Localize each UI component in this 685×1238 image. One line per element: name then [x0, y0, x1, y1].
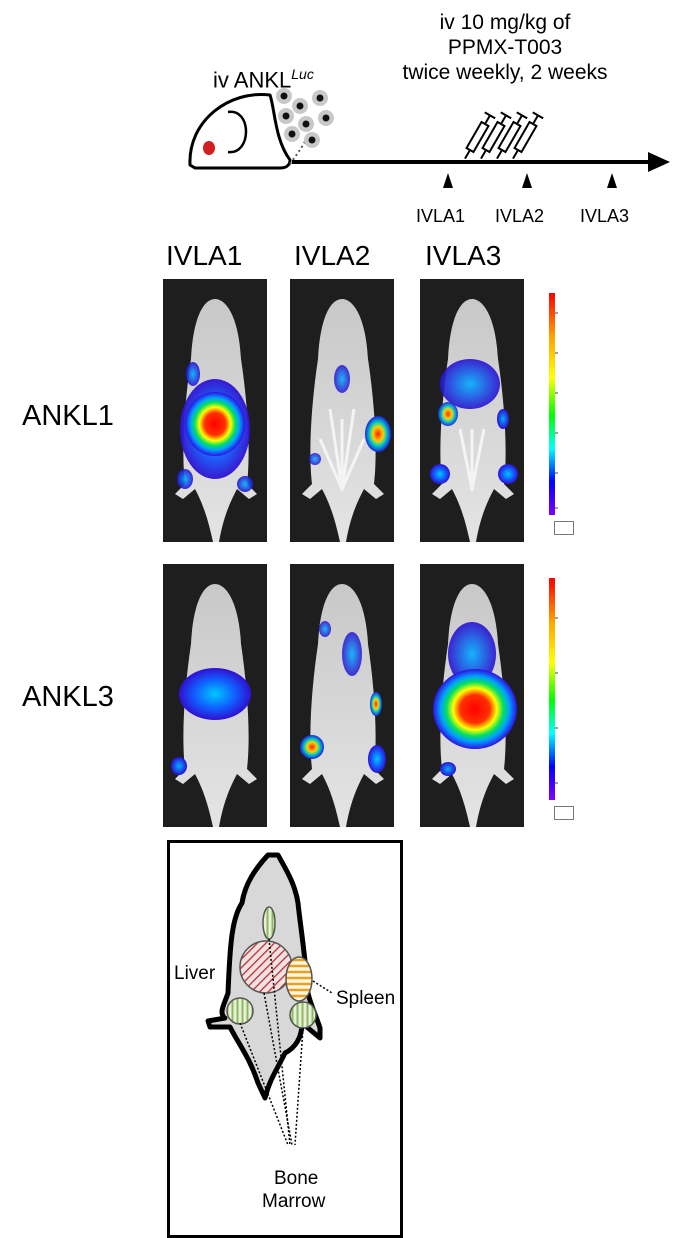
cells-icon [276, 88, 334, 148]
dose-line-3: twice weekly, 2 weeks [402, 61, 608, 84]
image-ankl1-ivla2 [290, 279, 394, 542]
injection-label-text: iv ANKL [213, 67, 292, 93]
timepoint-marker-1 [443, 173, 453, 188]
colorbar-ankl1 [548, 285, 574, 535]
column-header-2: IVLA2 [294, 240, 371, 271]
image-ankl1-ivla3 [420, 279, 524, 542]
image-ankl3-ivla1 [163, 564, 267, 827]
label-liver: Liver [174, 963, 216, 984]
mouse-icon [188, 92, 292, 170]
dose-description: iv 10 mg/kg of PPMX-T003 twice weekly, 2… [370, 10, 640, 85]
image-ankl3-ivla3 [420, 564, 524, 827]
timepoint-label-3: IVLA3 [580, 206, 630, 226]
colorbar-footer [554, 521, 574, 535]
dose-line-2: PPMX-T003 [447, 36, 563, 59]
colorbar-ankl3 [548, 570, 574, 820]
label-spleen: Spleen [336, 988, 396, 1009]
colorbar-footer-2 [554, 806, 574, 820]
row-label-ankl3: ANKL3 [22, 681, 114, 713]
injection-label: iv ANKLLuc [213, 62, 314, 92]
row-label-ankl1: ANKL1 [22, 400, 114, 432]
column-header-3: IVLA3 [425, 240, 502, 271]
injection-label-superscript: Luc [291, 66, 314, 82]
anatomy-diagram: Liver Spleen Bone Marrow [167, 840, 403, 1238]
column-header-1: IVLA1 [166, 240, 243, 271]
timepoint-label-1: IVLA1 [416, 206, 466, 226]
label-marrow: Marrow [262, 1191, 326, 1212]
image-ankl1-ivla1 [163, 279, 267, 542]
timepoint-marker-2 [522, 173, 532, 188]
timeline-graphic [188, 88, 670, 188]
timeline-arrow [292, 152, 670, 172]
mouse-anatomy-icon [205, 852, 333, 1146]
image-ankl3-ivla2 [290, 564, 394, 827]
dose-line-1: iv 10 mg/kg of [439, 11, 571, 34]
label-bone: Bone [274, 1168, 319, 1189]
timepoint-marker-3 [607, 173, 617, 188]
timepoint-label-2: IVLA2 [495, 206, 545, 226]
syringe-icon [464, 111, 544, 160]
